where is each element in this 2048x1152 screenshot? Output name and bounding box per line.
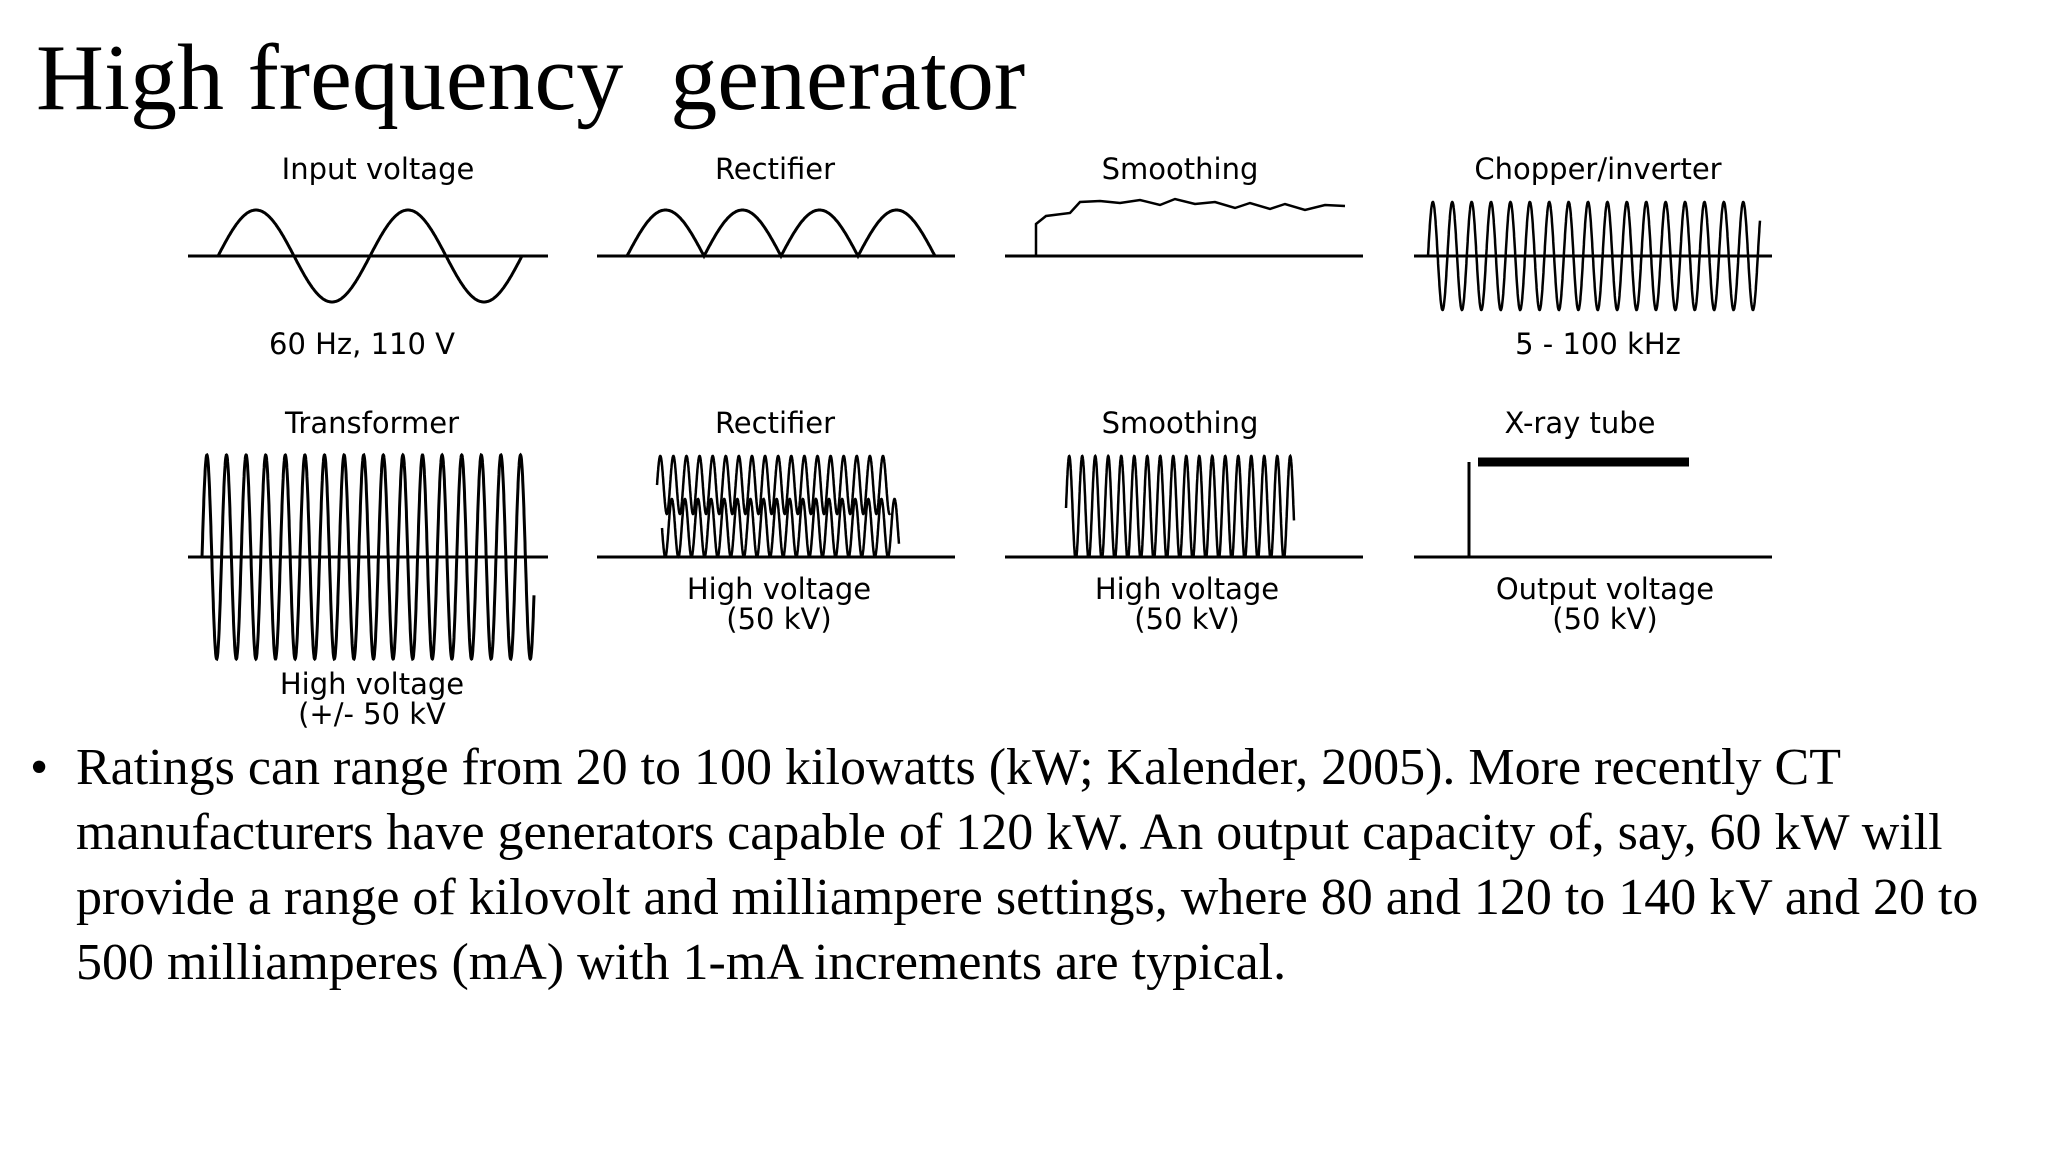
caption-input-voltage: 60 Hz, 110 V bbox=[269, 327, 455, 361]
rectified-half-wave-humps bbox=[625, 208, 937, 260]
stage-label-rectifier-2: Rectifier bbox=[715, 406, 835, 440]
caption-smoothing-line-1: High voltage bbox=[1095, 572, 1279, 606]
bullet-text: Ratings can range from 20 to 100 kilowat… bbox=[76, 739, 1979, 991]
caption-output-line-2: (50 kV) bbox=[1552, 602, 1657, 636]
chopper-high-frequency-wave bbox=[1426, 200, 1762, 312]
bullet-list: • Ratings can range from 20 to 100 kilow… bbox=[30, 735, 2020, 995]
stage-label-transformer: Transformer bbox=[284, 406, 459, 440]
caption-chopper-frequency: 5 - 100 kHz bbox=[1515, 327, 1681, 361]
stage-label-x-ray-tube: X-ray tube bbox=[1505, 406, 1656, 440]
stage-label-rectifier-1: Rectifier bbox=[715, 152, 835, 186]
caption-rectifier-line-2: (50 kV) bbox=[726, 602, 831, 636]
stage-label-input-voltage: Input voltage bbox=[282, 152, 475, 186]
bullet-marker: • bbox=[30, 739, 49, 796]
body-text: • Ratings can range from 20 to 100 kilow… bbox=[30, 735, 2020, 995]
rectified-high-voltage-wave-lower bbox=[660, 497, 901, 559]
bullet-item: • Ratings can range from 20 to 100 kilow… bbox=[30, 735, 2020, 995]
slide-title: High frequency generator bbox=[36, 26, 1026, 130]
caption-rectifier-line-1: High voltage bbox=[687, 572, 871, 606]
caption-transformer-line-1: High voltage bbox=[280, 667, 464, 701]
stage-label-chopper-inverter: Chopper/inverter bbox=[1474, 152, 1721, 186]
smoothed-dc-ripple-trace bbox=[1034, 197, 1346, 256]
rectified-high-voltage-wave-upper bbox=[655, 454, 892, 516]
caption-output-line-1: Output voltage bbox=[1496, 572, 1714, 606]
caption-transformer-line-2: (+/- 50 kV bbox=[298, 697, 446, 731]
generator-waveform-diagram: Input voltage Rectifier Smoothing Choppe… bbox=[188, 152, 1772, 731]
caption-smoothing-line-2: (50 kV) bbox=[1134, 602, 1239, 636]
stage-label-smoothing-1: Smoothing bbox=[1102, 152, 1259, 186]
input-voltage-sine-wave bbox=[216, 208, 524, 304]
smoothed-high-voltage-wave bbox=[1064, 453, 1296, 559]
stage-label-smoothing-2: Smoothing bbox=[1102, 406, 1259, 440]
transformer-high-voltage-wave bbox=[200, 452, 536, 662]
